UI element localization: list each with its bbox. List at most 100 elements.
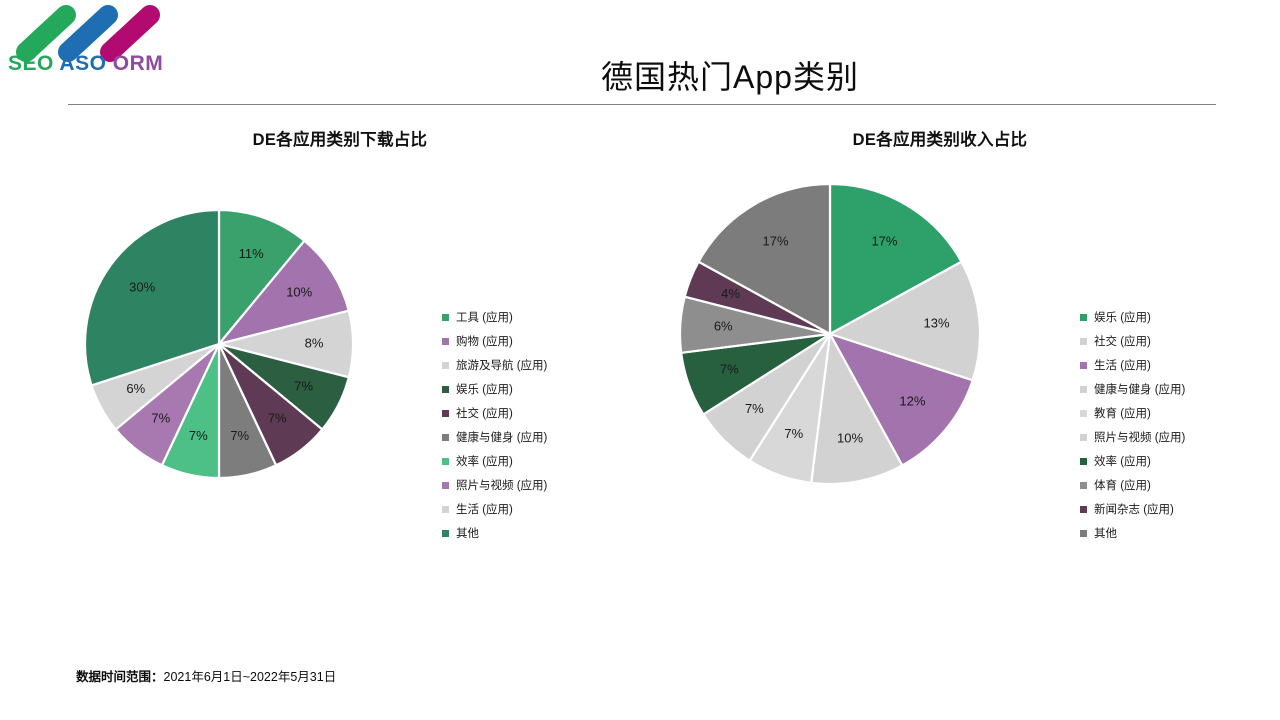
legend-item[interactable]: 体育 (应用) xyxy=(1080,473,1185,497)
legend-swatch-icon xyxy=(1080,361,1087,369)
legend-swatch-icon xyxy=(1080,337,1087,345)
pie-chart-revenue: 17% 13% 12% 10% 7% 7% 7% 6% 4% 17% xyxy=(678,182,982,486)
pie-slice-label: 17% xyxy=(763,233,789,248)
pie-slice-label: 7% xyxy=(230,428,249,443)
pie-slice xyxy=(83,208,221,387)
legend-label: 生活 (应用) xyxy=(1094,360,1151,372)
legend-item[interactable]: 照片与视频 (应用) xyxy=(442,473,547,497)
legend-item[interactable]: 购物 (应用) xyxy=(442,329,547,353)
legend-item[interactable]: 照片与视频 (应用) xyxy=(1080,425,1185,449)
logo-wordmark: SEO ASO ORM xyxy=(8,52,163,75)
pie-slice xyxy=(697,182,832,336)
legend-item[interactable]: 工具 (应用) xyxy=(442,305,547,329)
legend-item[interactable]: 健康与健身 (应用) xyxy=(442,425,547,449)
pie-slice-label: 7% xyxy=(784,426,803,441)
legend-label: 效率 (应用) xyxy=(456,456,513,468)
legend-swatch-icon xyxy=(442,313,449,321)
legend-label: 购物 (应用) xyxy=(456,336,513,348)
legend-label: 效率 (应用) xyxy=(1094,456,1151,468)
title-divider xyxy=(68,104,1216,105)
legend-swatch-icon xyxy=(1080,505,1087,513)
legend-swatch-icon xyxy=(442,361,449,369)
legend-item[interactable]: 效率 (应用) xyxy=(1080,449,1185,473)
legend-swatch-icon xyxy=(1080,529,1087,537)
legend-label: 工具 (应用) xyxy=(456,312,513,324)
legend-item[interactable]: 旅游及导航 (应用) xyxy=(442,353,547,377)
pie-slice-label: 6% xyxy=(714,319,733,334)
data-range-label: 数据时间范围： xyxy=(76,670,164,684)
legend-label: 社交 (应用) xyxy=(456,408,513,420)
legend-label: 社交 (应用) xyxy=(1094,336,1151,348)
legend-label: 体育 (应用) xyxy=(1094,480,1151,492)
pie-slice-label: 6% xyxy=(126,381,145,396)
brand-logo: SEO ASO ORM xyxy=(8,2,188,78)
logo-mark: SEO ASO ORM xyxy=(8,5,163,75)
pie-slice xyxy=(217,208,306,348)
legend-item[interactable]: 其他 xyxy=(1080,521,1185,545)
chart-area-downloads: 11% 10% 8% 7% 7% 7% 7% 7% 6% 30% 工具 (应用) 购物 (应用) 旅游… xyxy=(60,150,620,590)
chart-panel-revenue: DE各应用类别收入占比 17% 13% 12% 10% 7% 7% 7% 6% 4% 17% 娱乐… xyxy=(660,126,1220,626)
legend-revenue: 娱乐 (应用) 社交 (应用) 生活 (应用) 健康与健身 (应用) 教育 (应用) 照片… xyxy=(1080,305,1185,545)
legend-label: 健康与健身 (应用) xyxy=(1094,384,1186,396)
legend-item[interactable]: 生活 (应用) xyxy=(1080,353,1185,377)
logo-bar-green xyxy=(16,5,76,62)
pie-slice-label: 7% xyxy=(294,379,313,394)
pie-slice-label: 8% xyxy=(305,335,324,350)
legend-label: 娱乐 (应用) xyxy=(1094,312,1151,324)
legend-label: 照片与视频 (应用) xyxy=(1094,432,1186,444)
legend-item[interactable]: 社交 (应用) xyxy=(442,401,547,425)
legend-label: 健康与健身 (应用) xyxy=(456,432,548,444)
pie-slice-label: 7% xyxy=(720,362,739,377)
legend-label: 旅游及导航 (应用) xyxy=(456,360,548,372)
pie-slice-label: 10% xyxy=(286,285,312,300)
legend-item[interactable]: 社交 (应用) xyxy=(1080,329,1185,353)
pie-slice xyxy=(827,260,982,382)
legend-label: 娱乐 (应用) xyxy=(456,384,513,396)
pie-chart-downloads: 11% 10% 8% 7% 7% 7% 7% 7% 6% 30% xyxy=(83,208,355,480)
legend-item[interactable]: 娱乐 (应用) xyxy=(442,377,547,401)
pie-slice-label: 7% xyxy=(745,401,764,416)
pie-slice-label: 10% xyxy=(837,431,863,446)
chart-title-downloads: DE各应用类别下载占比 xyxy=(252,131,428,149)
legend-swatch-icon xyxy=(1080,409,1087,417)
legend-swatch-icon xyxy=(1080,457,1087,465)
legend-swatch-icon xyxy=(442,457,449,465)
data-range-value: 2021年6月1日~2022年5月31日 xyxy=(163,670,337,684)
legend-swatch-icon xyxy=(442,337,449,345)
legend-item[interactable]: 健康与健身 (应用) xyxy=(1080,377,1185,401)
legend-item[interactable]: 娱乐 (应用) xyxy=(1080,305,1185,329)
logo-bar-magenta xyxy=(100,5,160,62)
pie-slice-label: 4% xyxy=(721,286,740,301)
legend-swatch-icon xyxy=(442,505,449,513)
legend-label: 其他 xyxy=(1094,528,1117,540)
legend-item[interactable]: 新闻杂志 (应用) xyxy=(1080,497,1185,521)
legend-downloads: 工具 (应用) 购物 (应用) 旅游及导航 (应用) 娱乐 (应用) 社交 (应用) 健康… xyxy=(442,305,547,545)
pie-slice-label: 12% xyxy=(899,394,925,409)
chart-area-revenue: 17% 13% 12% 10% 7% 7% 7% 6% 4% 17% 娱乐 (应用) 社交 (应用)… xyxy=(660,150,1220,590)
logo-bar-blue xyxy=(58,5,118,62)
legend-label: 照片与视频 (应用) xyxy=(456,480,548,492)
legend-item[interactable]: 其他 xyxy=(442,521,547,545)
data-range-footer: 数据时间范围：2021年6月1日~2022年5月31日 xyxy=(76,666,336,685)
page-title: 德国热门App类别 xyxy=(601,59,859,95)
pie-slice-label: 13% xyxy=(924,315,950,330)
legend-item[interactable]: 生活 (应用) xyxy=(442,497,547,521)
legend-swatch-icon xyxy=(442,529,449,537)
pie-slice xyxy=(809,330,904,486)
legend-swatch-icon xyxy=(1080,313,1087,321)
chart-title-revenue: DE各应用类别收入占比 xyxy=(852,131,1028,149)
pie-slice-label: 7% xyxy=(268,411,287,426)
legend-swatch-icon xyxy=(442,481,449,489)
pie-slice-label: 17% xyxy=(871,233,897,248)
legend-swatch-icon xyxy=(442,433,449,441)
legend-item[interactable]: 效率 (应用) xyxy=(442,449,547,473)
legend-swatch-icon xyxy=(1080,385,1087,393)
legend-swatch-icon xyxy=(1080,481,1087,489)
pie-slice-label: 7% xyxy=(151,411,170,426)
legend-item[interactable]: 教育 (应用) xyxy=(1080,401,1185,425)
legend-label: 新闻杂志 (应用) xyxy=(1094,504,1174,516)
legend-swatch-icon xyxy=(1080,433,1087,441)
pie-slice-label: 7% xyxy=(189,428,208,443)
pie-slice xyxy=(828,182,963,336)
chart-panel-downloads: DE各应用类别下载占比 11% 10% 8% 7% 7% 7% 7% 7% 6% 30% 工具 (… xyxy=(60,126,620,626)
